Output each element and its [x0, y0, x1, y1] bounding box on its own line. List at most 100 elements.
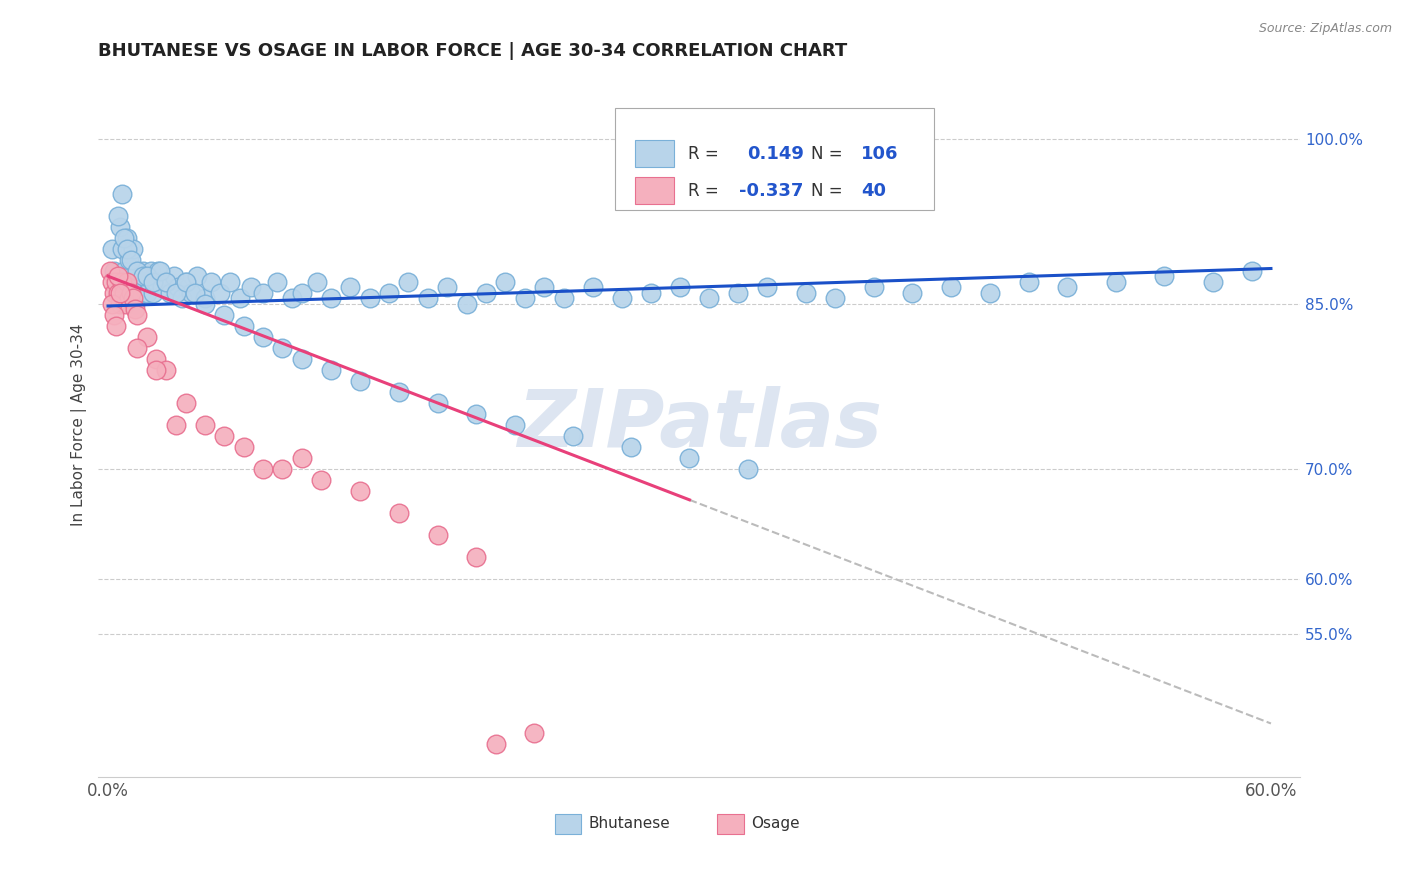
FancyBboxPatch shape: [614, 108, 934, 210]
Point: [108, 297, 131, 311]
Point: [307, 275, 329, 289]
Point: [291, 351, 314, 366]
Point: [142, 275, 165, 289]
Text: R =: R =: [689, 182, 718, 200]
Point: [291, 285, 314, 300]
Point: [145, 275, 167, 289]
Point: [127, 263, 149, 277]
Point: [319, 291, 342, 305]
Point: [101, 297, 124, 311]
Point: [240, 280, 263, 294]
Point: [252, 330, 274, 344]
Point: [107, 275, 129, 289]
Point: [562, 429, 585, 443]
Text: Source: ZipAtlas.com: Source: ZipAtlas.com: [1258, 22, 1392, 36]
Point: [145, 363, 167, 377]
Point: [112, 230, 135, 244]
Point: [194, 291, 217, 305]
Point: [104, 318, 127, 333]
Point: [108, 285, 131, 300]
Point: [533, 280, 555, 294]
Point: [174, 396, 197, 410]
Point: [398, 275, 420, 289]
Point: [979, 285, 1001, 300]
Point: [339, 280, 361, 294]
Bar: [636, 178, 673, 204]
Point: [127, 308, 149, 322]
Point: [209, 285, 232, 300]
Point: [174, 275, 197, 289]
Point: [640, 285, 662, 300]
Point: [214, 429, 236, 443]
Point: [132, 269, 155, 284]
Point: [112, 263, 135, 277]
Point: [513, 291, 536, 305]
Point: [114, 297, 136, 311]
Point: [127, 341, 149, 355]
Point: [737, 462, 759, 476]
Point: [581, 280, 603, 294]
Point: [107, 285, 129, 300]
Point: [186, 269, 208, 284]
Point: [271, 341, 294, 355]
Text: -0.337: -0.337: [738, 182, 803, 200]
Point: [101, 275, 124, 289]
Point: [118, 252, 141, 267]
Point: [232, 318, 254, 333]
Point: [485, 738, 508, 752]
Text: Bhutanese: Bhutanese: [589, 816, 671, 830]
Point: [494, 275, 516, 289]
Text: Osage: Osage: [751, 816, 800, 830]
Point: [134, 275, 156, 289]
Point: [271, 462, 294, 476]
Point: [155, 275, 177, 289]
Point: [388, 506, 411, 520]
Point: [901, 285, 924, 300]
Point: [165, 285, 187, 300]
Point: [388, 384, 411, 399]
Point: [939, 280, 962, 294]
Text: 106: 106: [862, 145, 898, 162]
Y-axis label: In Labor Force | Age 30-34: In Labor Force | Age 30-34: [72, 324, 87, 526]
Point: [118, 291, 141, 305]
Point: [319, 363, 342, 377]
Text: BHUTANESE VS OSAGE IN LABOR FORCE | AGE 30-34 CORRELATION CHART: BHUTANESE VS OSAGE IN LABOR FORCE | AGE …: [98, 42, 848, 60]
Point: [112, 285, 135, 300]
Point: [159, 285, 181, 300]
Text: 40: 40: [862, 182, 886, 200]
Point: [1105, 275, 1128, 289]
Point: [117, 275, 139, 289]
Point: [110, 186, 132, 201]
Point: [117, 230, 139, 244]
Point: [142, 285, 165, 300]
Point: [756, 280, 779, 294]
Point: [155, 363, 177, 377]
Point: [824, 291, 846, 305]
Point: [98, 263, 121, 277]
Point: [426, 396, 449, 410]
Point: [120, 275, 142, 289]
Point: [103, 308, 125, 322]
Point: [378, 285, 401, 300]
Point: [620, 440, 643, 454]
Point: [120, 252, 142, 267]
Point: [359, 291, 381, 305]
Point: [678, 450, 700, 465]
Point: [523, 726, 546, 740]
Point: [229, 291, 252, 305]
Point: [145, 351, 167, 366]
Point: [122, 275, 145, 289]
Point: [117, 242, 139, 256]
Point: [291, 450, 314, 465]
Text: ZIPatlas: ZIPatlas: [516, 386, 882, 464]
Text: N =: N =: [811, 145, 842, 162]
Point: [1202, 275, 1225, 289]
Text: N =: N =: [811, 182, 842, 200]
Point: [436, 280, 458, 294]
Point: [475, 285, 498, 300]
Point: [108, 219, 131, 234]
Point: [135, 269, 157, 284]
Point: [794, 285, 817, 300]
Point: [128, 275, 150, 289]
Point: [1240, 263, 1263, 277]
